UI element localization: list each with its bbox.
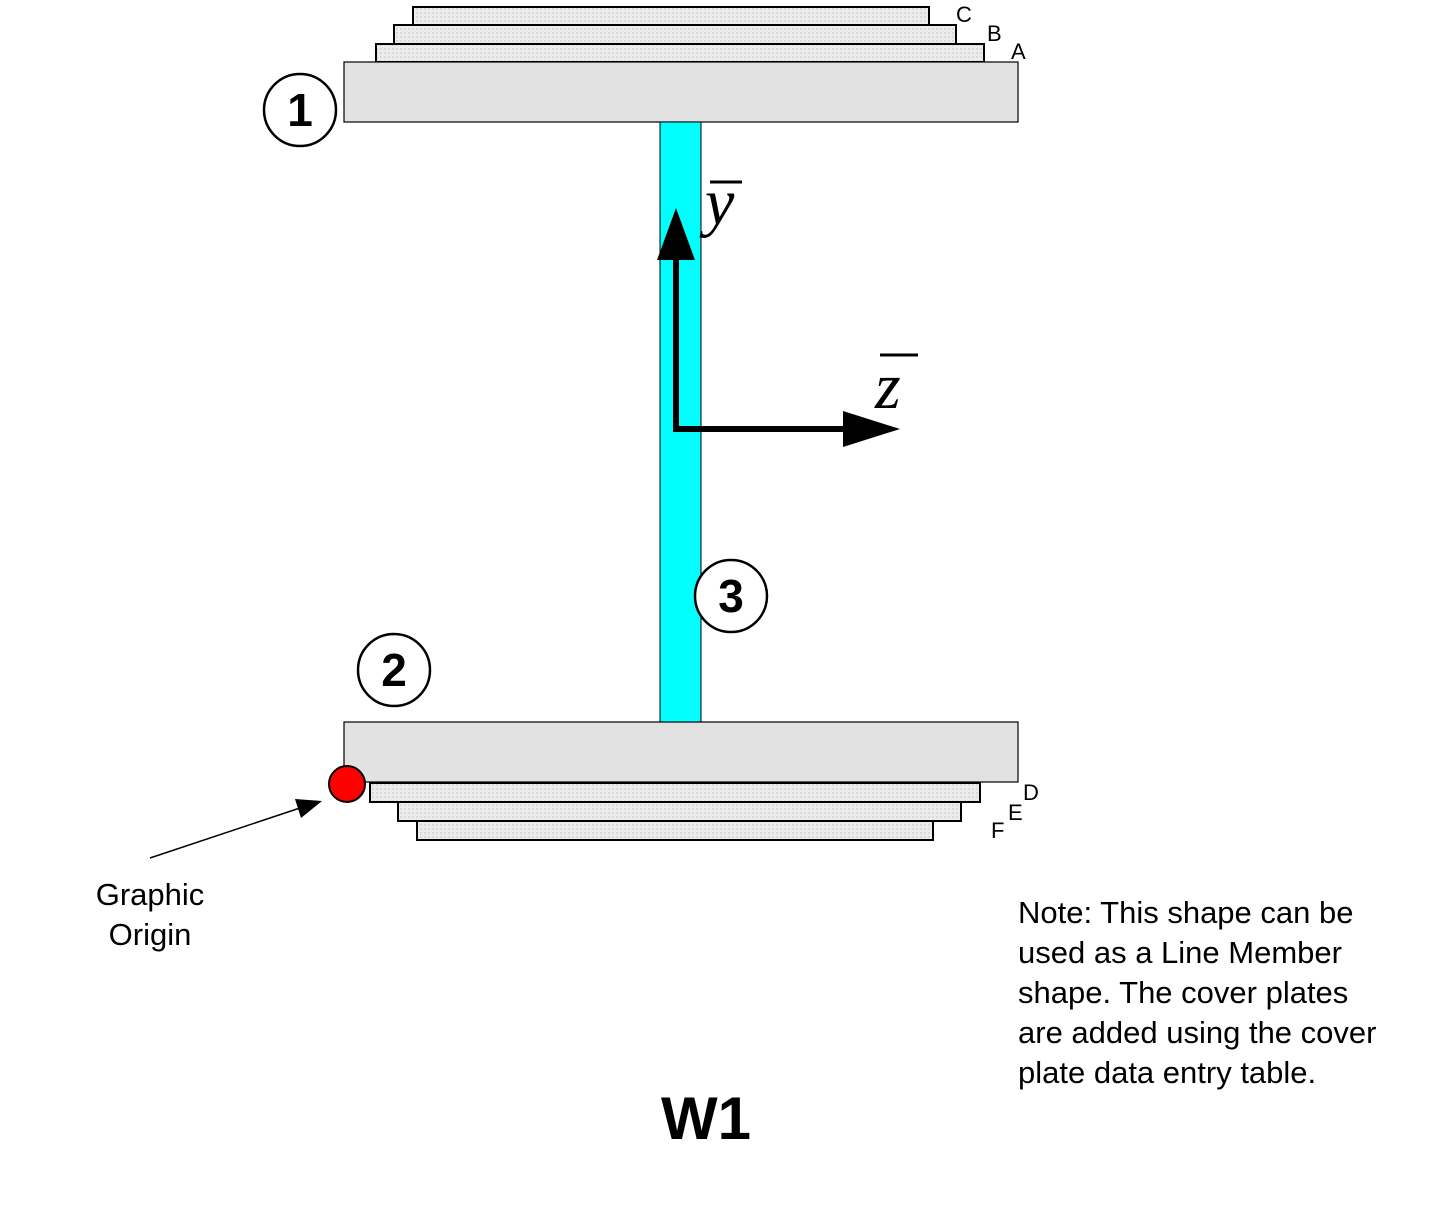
svg-text:2: 2	[381, 644, 407, 696]
cover-plate-e	[397, 801, 962, 822]
z-axis-arrow	[673, 411, 900, 447]
y-axis-arrow	[657, 208, 695, 432]
y-axis-label: y	[699, 166, 742, 239]
cover-plate-label-c: C	[956, 2, 972, 27]
graphic-origin-label-line2: Origin	[109, 917, 192, 952]
cover-plate-b	[393, 24, 957, 45]
note-text: Note: This shape can be used as a Line M…	[1018, 893, 1418, 1093]
cover-plate-label-e: E	[1008, 800, 1023, 825]
svg-text:1: 1	[287, 84, 313, 136]
note-line: shape. The cover plates	[1018, 975, 1349, 1010]
note-line: Note: This shape can be	[1018, 895, 1354, 930]
component-marker-2: 2	[356, 632, 432, 708]
component-marker-1: 1	[262, 72, 338, 148]
cover-plate-f	[416, 820, 934, 841]
note-line: plate data entry table.	[1018, 1055, 1317, 1090]
graphic-origin-marker	[328, 765, 366, 803]
svg-text:3: 3	[718, 570, 744, 622]
cover-plate-a	[375, 43, 985, 63]
diagram-title: W1	[661, 1085, 751, 1152]
note-line: are added using the cover	[1018, 1015, 1377, 1050]
cover-plate-c	[412, 6, 930, 26]
cover-plate-label-f: F	[991, 818, 1004, 843]
web	[659, 121, 702, 723]
cover-plate-label-d: D	[1023, 780, 1039, 805]
z-axis-label: z	[874, 350, 918, 423]
graphic-origin-label-line1: Graphic	[96, 877, 205, 912]
cover-plate-label-b: B	[987, 21, 1002, 46]
svg-text:z: z	[874, 350, 901, 423]
component-marker-3: 3	[693, 558, 769, 634]
top-flange	[343, 61, 1019, 123]
cover-plate-label-a: A	[1011, 39, 1026, 64]
origin-pointer-arrow	[149, 799, 322, 859]
cover-plate-d	[369, 782, 981, 803]
svg-text:y: y	[699, 166, 735, 239]
note-line: used as a Line Member	[1018, 935, 1342, 970]
bottom-flange	[343, 721, 1019, 783]
